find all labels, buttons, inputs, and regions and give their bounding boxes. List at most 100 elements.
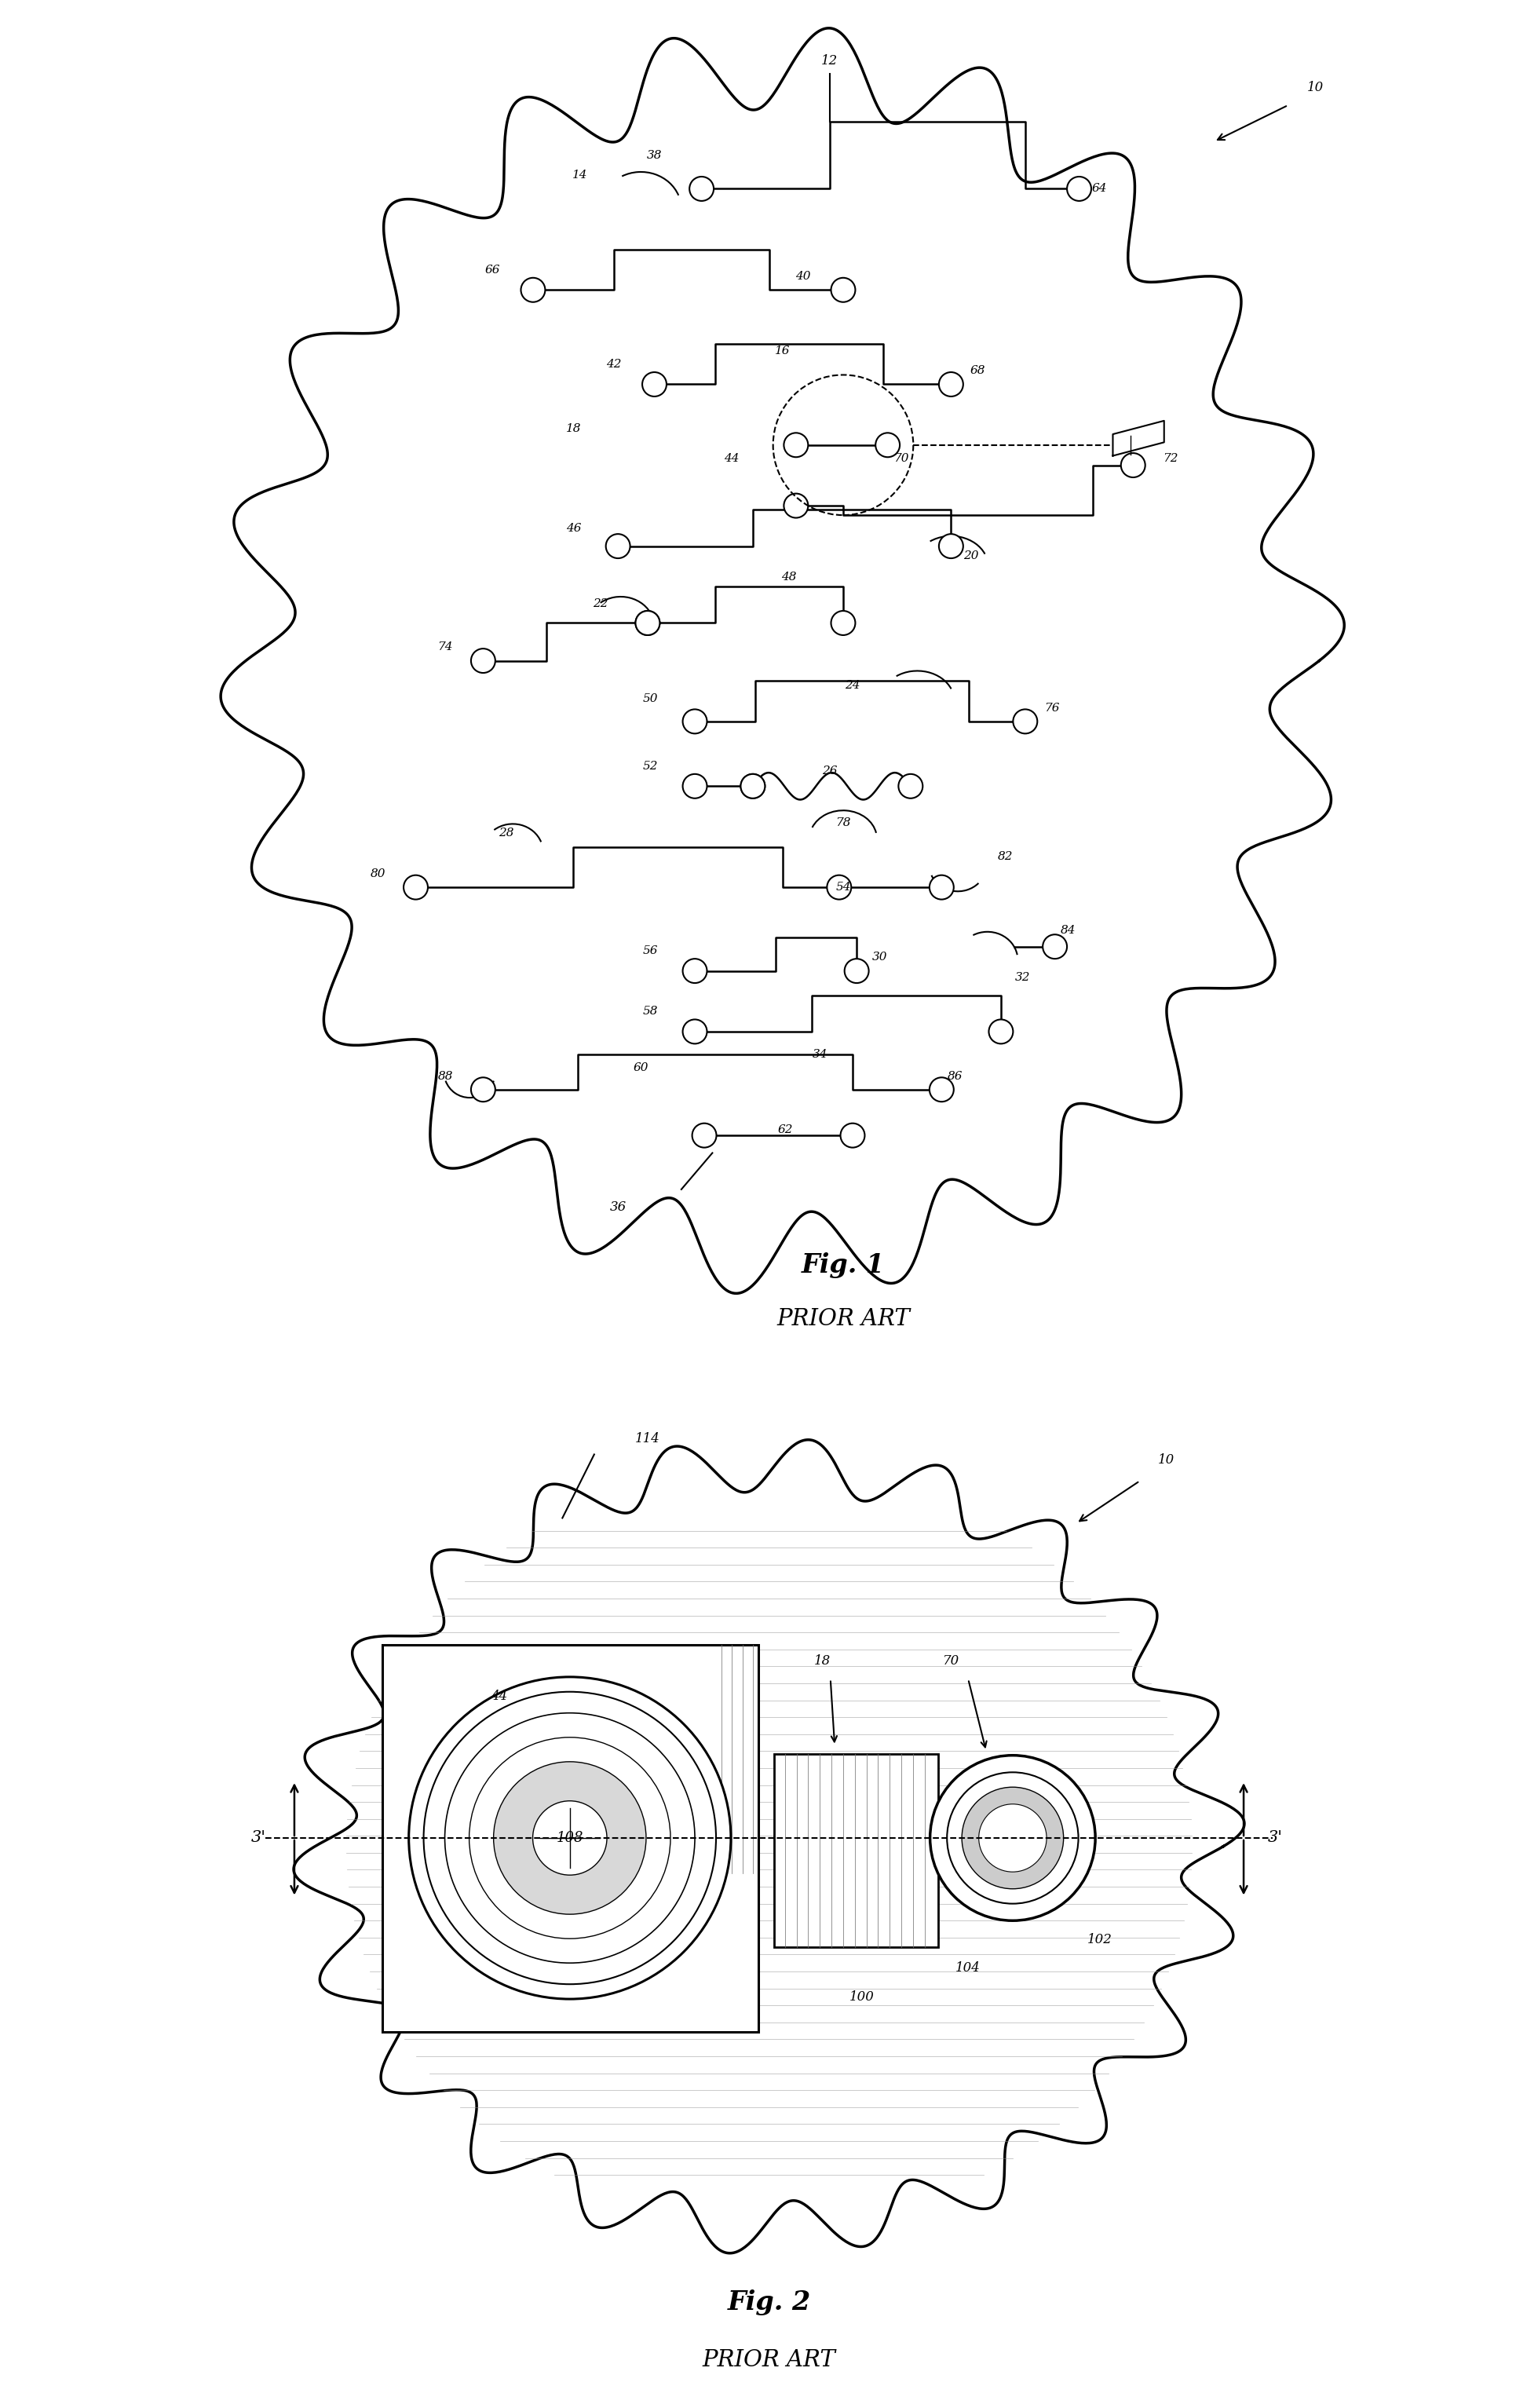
Circle shape [938,373,963,397]
Circle shape [409,1676,731,1999]
Text: 3': 3' [251,1830,266,1845]
Text: PRIOR ART: PRIOR ART [703,2350,835,2372]
Text: 12: 12 [821,53,838,67]
Circle shape [635,612,660,636]
Circle shape [1043,934,1067,958]
Circle shape [635,612,660,636]
Circle shape [840,1122,864,1149]
Circle shape [989,1019,1014,1043]
Text: 74: 74 [438,643,454,653]
Text: 32: 32 [1015,973,1030,982]
Circle shape [606,535,631,559]
Text: 84: 84 [1061,925,1077,937]
Circle shape [403,874,428,901]
Circle shape [444,1712,695,1963]
Text: 34: 34 [812,1050,827,1060]
Circle shape [831,612,855,636]
Text: 66: 66 [484,265,500,275]
Text: PRIOR ART: PRIOR ART [777,1308,910,1329]
Text: 62: 62 [778,1125,792,1137]
Text: 76: 76 [1044,703,1060,713]
Bar [383,1645,758,2032]
Text: 70: 70 [894,453,909,465]
Text: 86: 86 [947,1072,963,1081]
Text: 60: 60 [634,1062,649,1074]
Text: 56: 56 [643,946,658,956]
Text: 3': 3' [1267,1830,1283,1845]
Text: 18: 18 [566,424,581,433]
Text: 102: 102 [1087,1934,1112,1946]
Circle shape [423,1693,717,1984]
Text: 48: 48 [781,571,797,583]
Circle shape [741,773,764,799]
Circle shape [929,874,954,901]
Circle shape [741,773,764,799]
Circle shape [471,1076,495,1103]
Circle shape [831,277,855,301]
Circle shape [784,494,807,518]
Text: 16: 16 [775,344,791,356]
Circle shape [844,958,869,982]
Circle shape [643,373,666,397]
Text: 54: 54 [835,881,851,893]
Text: 80: 80 [371,869,386,879]
Text: 72: 72 [1163,453,1178,465]
Circle shape [961,1787,1064,1888]
Text: 24: 24 [844,679,860,691]
Text: 40: 40 [795,272,811,282]
Circle shape [494,1763,646,1914]
Circle shape [532,1801,608,1876]
Text: 26: 26 [821,766,837,778]
Circle shape [683,710,707,734]
Circle shape [521,277,544,301]
Text: 44: 44 [723,453,738,465]
Text: 52: 52 [643,761,658,771]
Circle shape [1067,176,1092,200]
Circle shape [947,1772,1078,1905]
Text: 82: 82 [997,850,1012,862]
Polygon shape [1114,421,1164,455]
Text: 64: 64 [1092,183,1107,195]
Circle shape [827,874,851,901]
Circle shape [784,433,807,458]
Circle shape [469,1736,671,1938]
Text: 58: 58 [643,1007,658,1016]
Text: 100: 100 [849,1991,875,2003]
Text: 36: 36 [609,1199,626,1214]
Text: 42: 42 [606,359,621,368]
Text: 22: 22 [592,600,608,609]
Text: 28: 28 [498,828,514,838]
Circle shape [898,773,923,799]
Text: 38: 38 [647,149,661,161]
Text: 50: 50 [643,694,658,703]
Circle shape [683,958,707,982]
Bar [774,1755,938,1948]
Circle shape [978,1804,1046,1871]
Text: 104: 104 [955,1963,981,1975]
Text: 114: 114 [635,1433,660,1445]
Circle shape [938,535,963,559]
Text: 88: 88 [438,1072,454,1081]
Text: Fig. 1: Fig. 1 [801,1252,884,1279]
Circle shape [683,773,707,799]
Text: 18: 18 [814,1654,831,1669]
Circle shape [875,433,900,458]
Text: 10: 10 [1307,82,1324,94]
Text: 46: 46 [566,523,581,535]
Circle shape [471,648,495,672]
Text: 30: 30 [872,951,887,963]
Text: 70: 70 [943,1654,960,1669]
Text: Fig. 2: Fig. 2 [727,2290,811,2314]
Circle shape [930,1755,1095,1922]
Circle shape [1121,453,1146,477]
Text: 44: 44 [491,1690,508,1702]
Circle shape [683,1019,707,1043]
Text: 20: 20 [964,549,978,561]
Circle shape [692,1122,717,1149]
Text: 78: 78 [835,816,851,828]
Text: 108: 108 [557,1830,583,1845]
Text: 68: 68 [970,366,986,376]
Circle shape [929,1076,954,1103]
Text: 14: 14 [572,171,588,181]
Circle shape [689,176,714,200]
